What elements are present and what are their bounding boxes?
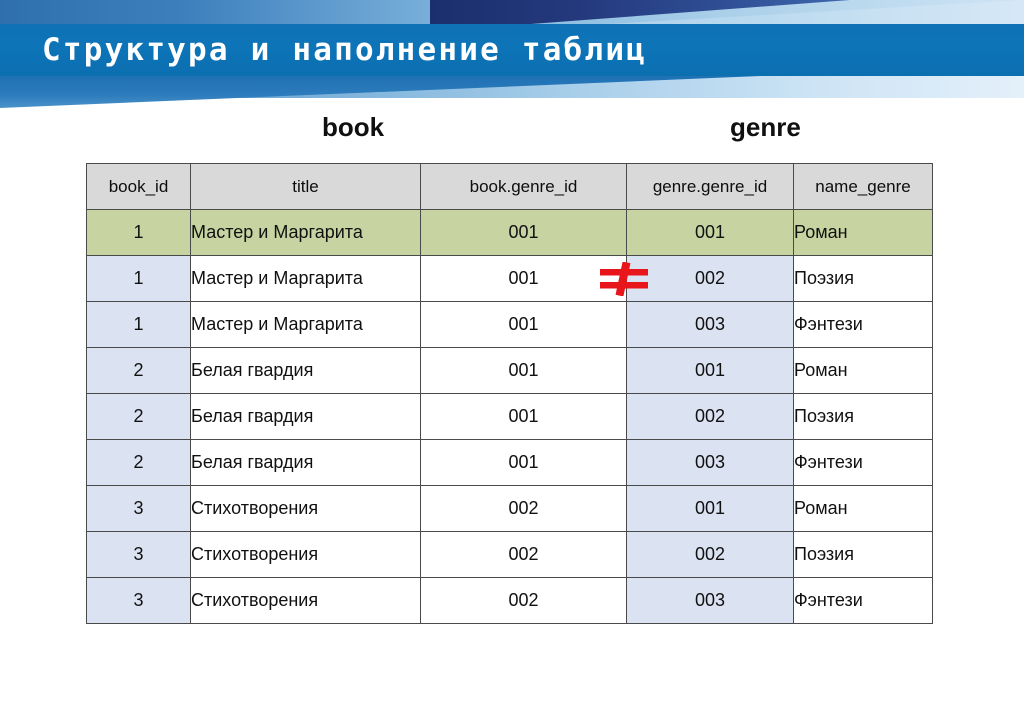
- cell-book-genre-id: 001: [420, 255, 627, 302]
- cell-title: Мастер и Маргарита: [190, 255, 421, 302]
- table-header-row: book_id title book.genre_id genre.genre_…: [86, 163, 933, 210]
- join-result-table-wrapper: book_id title book.genre_id genre.genre_…: [86, 163, 933, 624]
- cell-book-id: 3: [86, 485, 191, 532]
- cell-book-id: 2: [86, 393, 191, 440]
- join-result-table: book_id title book.genre_id genre.genre_…: [86, 163, 933, 624]
- cell-genre-genre-id: 001: [626, 485, 794, 532]
- table-row: 3 Стихотворения 002 003 Фэнтези: [86, 577, 933, 624]
- column-header-name-genre: name_genre: [793, 163, 933, 210]
- column-header-book-genre-id: book.genre_id: [420, 163, 627, 210]
- cell-book-genre-id: 002: [420, 485, 627, 532]
- cell-title: Мастер и Маргарита: [190, 209, 421, 256]
- cell-book-id: 3: [86, 531, 191, 578]
- cell-name-genre: Фэнтези: [793, 301, 933, 348]
- cell-book-id: 3: [86, 577, 191, 624]
- table-row: 1 Мастер и Маргарита 001 003 Фэнтези: [86, 301, 933, 348]
- banner-main-band: [0, 24, 1024, 76]
- cell-book-id: 2: [86, 439, 191, 486]
- table-header: book_id title book.genre_id genre.genre_…: [86, 163, 933, 210]
- table-row: 3 Стихотворения 002 002 Поэзия: [86, 531, 933, 578]
- cell-book-genre-id: 001: [420, 347, 627, 394]
- cell-title: Стихотворения: [190, 577, 421, 624]
- cell-name-genre: Поэзия: [793, 393, 933, 440]
- caption-genre-table: genre: [730, 112, 801, 142]
- table-row: 2 Белая гвардия 001 002 Поэзия: [86, 393, 933, 440]
- table-row: 1 Мастер и Маргарита 001 001 Роман: [86, 209, 933, 256]
- cell-genre-genre-id: 003: [626, 577, 794, 624]
- cell-name-genre: Поэзия: [793, 531, 933, 578]
- cell-name-genre: Фэнтези: [793, 577, 933, 624]
- cell-title: Белая гвардия: [190, 347, 421, 394]
- cell-genre-genre-id: 002: [626, 393, 794, 440]
- table-row: 1 Мастер и Маргарита 001 002 Поэзия: [86, 255, 933, 302]
- cell-genre-genre-id: 001: [626, 347, 794, 394]
- cell-book-genre-id: 001: [420, 209, 627, 256]
- cell-name-genre: Роман: [793, 347, 933, 394]
- column-header-book-id: book_id: [86, 163, 191, 210]
- cell-book-genre-id: 001: [420, 393, 627, 440]
- cell-book-genre-id: 001: [420, 301, 627, 348]
- caption-book-table: book: [322, 112, 385, 142]
- cell-title: Стихотворения: [190, 531, 421, 578]
- cell-genre-genre-id: 003: [626, 439, 794, 486]
- cell-genre-genre-id: 002: [626, 531, 794, 578]
- slide-title: Структура и наполнение таблиц: [42, 32, 648, 68]
- cell-title: Стихотворения: [190, 485, 421, 532]
- cell-name-genre: Роман: [793, 209, 933, 256]
- cell-book-id: 1: [86, 255, 191, 302]
- cell-name-genre: Поэзия: [793, 255, 933, 302]
- table-row: 3 Стихотворения 002 001 Роман: [86, 485, 933, 532]
- cell-book-id: 1: [86, 209, 191, 256]
- cell-book-genre-id: 002: [420, 577, 627, 624]
- header-banner: Структура и наполнение таблиц: [0, 0, 1024, 108]
- cell-title: Белая гвардия: [190, 439, 421, 486]
- cell-genre-genre-id: 003: [626, 301, 794, 348]
- column-header-title: title: [190, 163, 421, 210]
- cell-genre-genre-id: 002: [626, 255, 794, 302]
- table-row: 2 Белая гвардия 001 001 Роман: [86, 347, 933, 394]
- cell-title: Мастер и Маргарита: [190, 301, 421, 348]
- cell-book-genre-id: 002: [420, 531, 627, 578]
- cell-genre-genre-id: 001: [626, 209, 794, 256]
- column-header-genre-genre-id: genre.genre_id: [626, 163, 794, 210]
- cell-book-genre-id: 001: [420, 439, 627, 486]
- cell-book-id: 1: [86, 301, 191, 348]
- cell-name-genre: Роман: [793, 485, 933, 532]
- cell-title: Белая гвардия: [190, 393, 421, 440]
- cell-book-id: 2: [86, 347, 191, 394]
- table-body: 1 Мастер и Маргарита 001 001 Роман 1 Мас…: [86, 209, 933, 624]
- table-row: 2 Белая гвардия 001 003 Фэнтези: [86, 439, 933, 486]
- cell-name-genre: Фэнтези: [793, 439, 933, 486]
